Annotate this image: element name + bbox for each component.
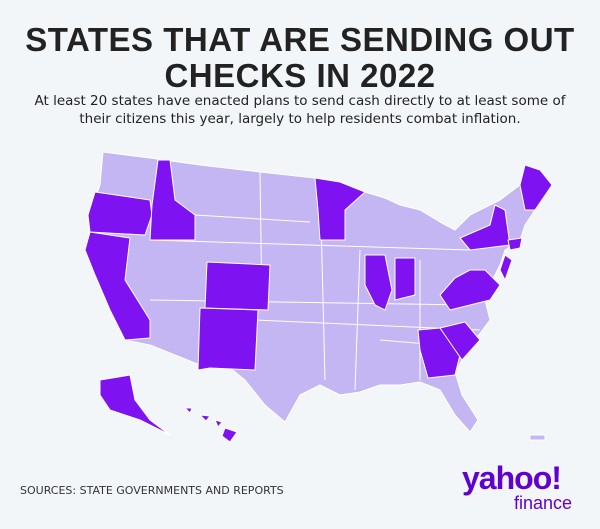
island: [529, 434, 546, 441]
logo-sub: finance: [514, 493, 573, 513]
source: SOURCES: STATE GOVERNMENTS AND REPORTS: [20, 484, 284, 497]
subtitle: At least 20 states have enacted plans to…: [34, 93, 566, 127]
logo: yahoo! finance: [462, 462, 572, 512]
title: STATES THAT ARE SENDING OUT CHECKS IN 20…: [25, 21, 575, 94]
logo-text: yahoo!: [462, 460, 562, 496]
highlighted-states: [84, 159, 553, 443]
